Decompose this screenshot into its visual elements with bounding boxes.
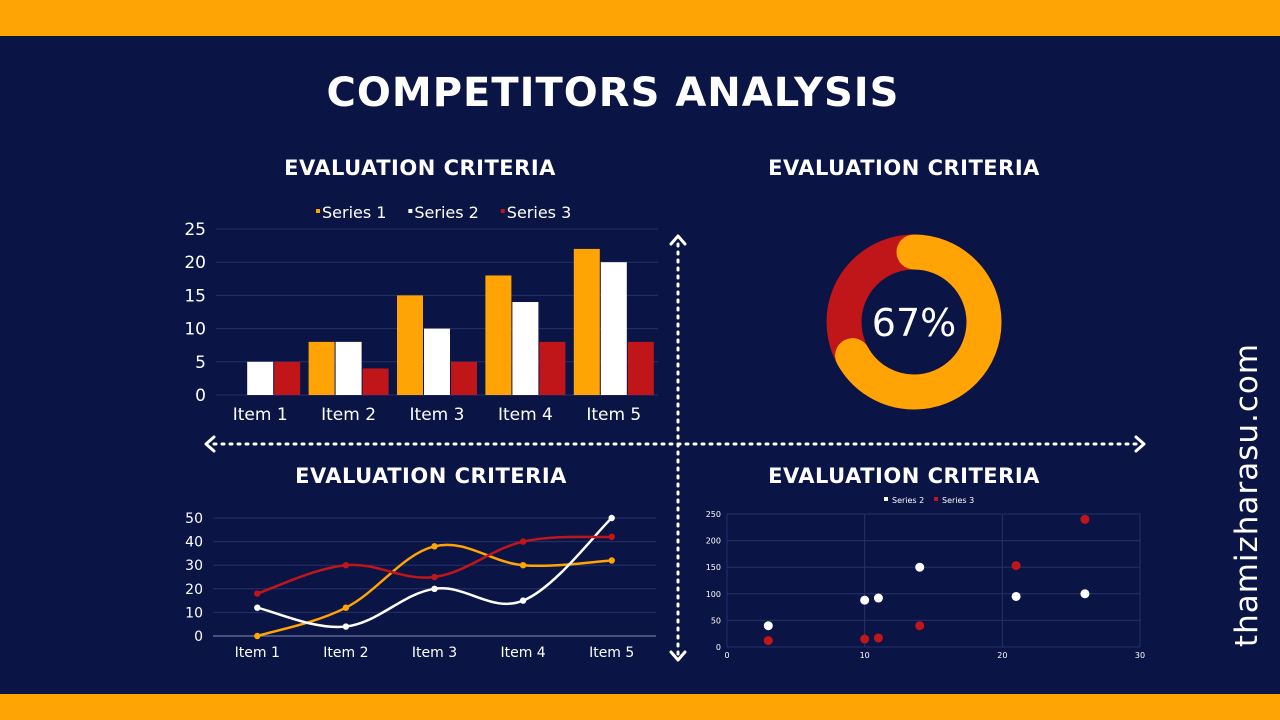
scatter-y-tick-label: 100 xyxy=(706,590,721,599)
bar xyxy=(335,341,362,395)
line-point xyxy=(431,585,438,592)
scatter-legend-label: Series 3 xyxy=(942,496,974,505)
bar-x-tick-label: Item 4 xyxy=(498,405,553,425)
line-point xyxy=(519,562,527,569)
bar-legend-label: Series 3 xyxy=(507,203,571,222)
scatter-point xyxy=(763,636,773,646)
bar-y-tick-label: 20 xyxy=(184,253,206,273)
line-point xyxy=(254,632,261,640)
bar xyxy=(573,248,600,395)
line-y-tick-label: 20 xyxy=(185,582,203,598)
bar xyxy=(512,302,539,395)
top-accent-band xyxy=(0,0,1280,36)
line-x-tick-label: Item 4 xyxy=(500,645,545,661)
bar xyxy=(308,341,335,395)
line-y-tick-label: 10 xyxy=(185,605,203,621)
bar-y-tick-label: 0 xyxy=(195,386,206,406)
scatter-point xyxy=(763,621,773,631)
line-y-tick-label: 40 xyxy=(185,535,203,551)
bar xyxy=(539,341,566,395)
scatter-y-tick-label: 150 xyxy=(706,563,721,572)
scatter-point xyxy=(873,633,883,643)
donut-chart-title: EVALUATION CRITERIA xyxy=(768,156,1040,180)
donut-slice-main xyxy=(826,234,1002,410)
scatter-chart-title: EVALUATION CRITERIA xyxy=(768,464,1040,488)
scatter-point xyxy=(860,634,870,644)
line-point xyxy=(342,604,350,611)
line-y-tick-label: 50 xyxy=(185,511,203,527)
bar xyxy=(397,295,423,395)
bar-x-tick-label: Item 2 xyxy=(321,405,376,425)
bar xyxy=(362,368,389,395)
bar-x-tick-label: Item 1 xyxy=(233,405,288,425)
line-point xyxy=(342,623,350,630)
scatter-point xyxy=(860,595,870,605)
line-point xyxy=(254,604,261,611)
scatter-y-tick-label: 250 xyxy=(706,510,721,519)
scatter-y-tick-label: 200 xyxy=(706,537,721,546)
scatter-y-tick-label: 0 xyxy=(716,643,721,652)
scatter-point xyxy=(915,562,925,572)
line-point xyxy=(519,597,527,604)
scatter-legend-label: Series 2 xyxy=(892,496,924,505)
scatter-x-tick-label: 0 xyxy=(724,651,729,660)
bar-y-tick-label: 15 xyxy=(184,286,206,306)
bar-legend-label: Series 2 xyxy=(414,203,478,222)
line-point xyxy=(342,562,350,569)
line-point xyxy=(608,533,615,541)
line-point xyxy=(608,514,615,522)
bar xyxy=(600,262,627,395)
bar-x-tick-label: Item 5 xyxy=(586,405,641,425)
line-point xyxy=(431,543,438,550)
line-x-tick-label: Item 2 xyxy=(323,645,368,661)
bar xyxy=(485,275,512,395)
scatter-x-tick-label: 20 xyxy=(997,651,1007,660)
line-x-tick-label: Item 5 xyxy=(589,645,634,661)
line-chart-title: EVALUATION CRITERIA xyxy=(295,464,567,488)
line-point xyxy=(519,538,527,545)
scatter-point xyxy=(873,593,883,603)
page-title: COMPETITORS ANALYSIS xyxy=(326,70,900,116)
line-x-tick-label: Item 1 xyxy=(235,645,280,661)
scatter-y-tick-label: 50 xyxy=(711,616,721,625)
bottom-accent-band xyxy=(0,694,1280,720)
line-chart: 0 10 20 30 40 50 Item 1 Item 2 Item 3 Item 4 Item … xyxy=(185,511,656,661)
scatter-point xyxy=(1080,514,1090,524)
donut-chart: 67% xyxy=(826,234,1002,410)
bar-legend-marker xyxy=(408,209,413,213)
scatter-point xyxy=(1011,591,1021,601)
bar-y-tick-label: 10 xyxy=(184,320,206,340)
scatter-legend-marker xyxy=(884,497,888,501)
bar-y-tick-label: 5 xyxy=(195,353,206,373)
scatter-point xyxy=(1080,589,1090,599)
scatter-x-tick-label: 30 xyxy=(1135,651,1145,660)
line-y-tick-label: 0 xyxy=(194,629,203,645)
line-point xyxy=(431,573,438,581)
bar xyxy=(274,361,301,395)
scatter-x-tick-label: 10 xyxy=(860,651,870,660)
bar-y-tick-label: 25 xyxy=(184,220,206,240)
scatter-chart: 0 50 100 150 200 250 0 10 20 30 Series 2 Series 3 xyxy=(706,496,1145,660)
bar-legend-label: Series 1 xyxy=(322,203,386,222)
bar xyxy=(424,328,450,395)
scatter-legend-marker xyxy=(934,497,938,501)
bar-chart: 0 5 10 15 20 25 Item 1 Item 2 Item 3 Item 4 Item 5… xyxy=(184,203,658,425)
scatter-point xyxy=(915,621,925,631)
line-point xyxy=(608,557,615,564)
bar xyxy=(627,341,654,395)
line-x-tick-label: Item 3 xyxy=(412,645,457,661)
line-y-tick-label: 30 xyxy=(185,558,203,574)
bar xyxy=(451,361,477,395)
bar xyxy=(247,361,274,395)
bar-legend-marker xyxy=(500,209,505,213)
line-point xyxy=(254,590,261,597)
bar-legend-marker xyxy=(316,209,320,213)
donut-center-label: 67% xyxy=(872,301,956,345)
bar-chart-title: EVALUATION CRITERIA xyxy=(284,156,556,180)
scatter-point xyxy=(1011,561,1021,571)
bar-x-tick-label: Item 3 xyxy=(410,405,465,425)
